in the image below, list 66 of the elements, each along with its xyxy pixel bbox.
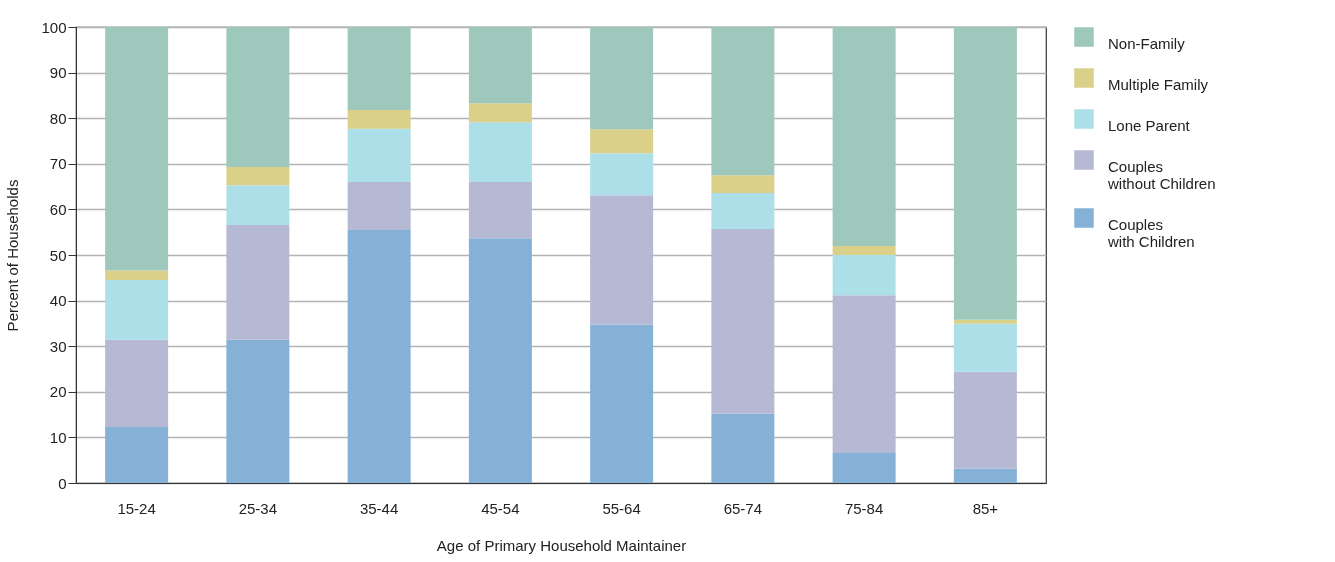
bar	[832, 452, 896, 483]
y-tick-label: 70	[49, 155, 67, 173]
bar	[347, 128, 411, 183]
bar	[347, 109, 411, 129]
x-tick-label: 35-44	[359, 499, 399, 517]
y-tick-label: 50	[49, 246, 67, 264]
bar	[711, 413, 775, 483]
bar	[832, 295, 896, 453]
bar	[347, 182, 411, 230]
bar	[468, 122, 532, 183]
y-tick-label: 90	[49, 64, 67, 82]
bar	[347, 229, 411, 483]
bar	[226, 224, 290, 340]
bar	[590, 324, 654, 483]
bar	[590, 153, 654, 196]
x-tick-label: 65-74	[723, 499, 763, 517]
y-tick-label: 0	[58, 474, 67, 492]
bar	[953, 371, 1017, 469]
bar	[953, 319, 1017, 324]
legend-label: Couples with Children	[1107, 216, 1195, 250]
legend-label: Non-Family	[1108, 35, 1186, 52]
bar	[105, 339, 169, 427]
bar	[590, 195, 654, 325]
bar	[832, 245, 896, 255]
bar	[226, 27, 290, 167]
x-tick-label: 45-54	[481, 499, 520, 517]
bar	[953, 468, 1017, 483]
y-tick-label: 80	[49, 109, 67, 127]
y-tick-label: 100	[41, 18, 67, 36]
bar	[105, 270, 169, 281]
bar	[105, 27, 169, 271]
bar	[468, 238, 532, 483]
bar	[832, 255, 896, 296]
y-tick-label: 30	[49, 337, 67, 355]
bar	[711, 192, 775, 230]
y-tick-label: 40	[49, 292, 67, 310]
x-tick-label: 25-34	[238, 499, 278, 517]
bar	[590, 129, 654, 154]
bar	[711, 27, 775, 176]
bar	[347, 27, 411, 110]
bar	[711, 229, 775, 414]
bar	[226, 166, 290, 186]
bar	[226, 339, 290, 483]
bar	[468, 182, 532, 239]
y-tick-label: 60	[49, 200, 67, 218]
bar	[468, 103, 532, 123]
bar	[953, 27, 1017, 320]
x-axis-title: Age of Primary Household Maintainer	[436, 536, 687, 554]
bar	[711, 175, 775, 193]
legend-label: Couples without Children	[1107, 158, 1216, 192]
y-axis-title: Percent of Households	[4, 179, 22, 332]
y-tick-label: 10	[49, 428, 67, 446]
x-tick-label: 55-64	[602, 499, 641, 517]
bar	[832, 27, 896, 246]
bar	[105, 280, 169, 340]
bar	[105, 426, 169, 483]
x-tick-label: 15-24	[117, 499, 156, 517]
legend-label: Lone Parent	[1108, 117, 1191, 134]
bar	[590, 27, 654, 130]
bar	[468, 27, 532, 104]
bar	[953, 323, 1017, 372]
x-tick-label: 75-84	[844, 499, 884, 517]
x-tick-label: 85+	[972, 499, 999, 517]
bar	[226, 185, 290, 225]
y-tick-label: 20	[49, 383, 67, 401]
legend-label: Multiple Family	[1108, 76, 1209, 93]
